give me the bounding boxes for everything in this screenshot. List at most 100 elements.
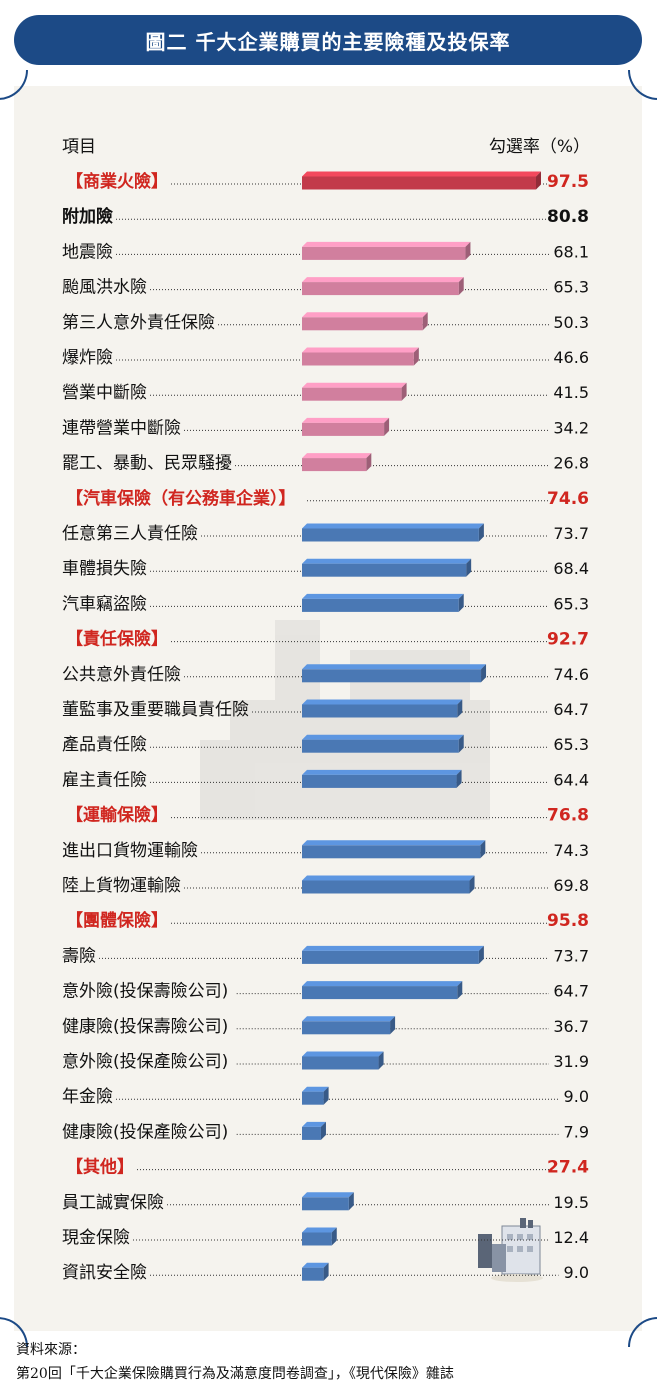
row-label: 營業中斷險 xyxy=(62,383,147,403)
bar-rows: 【商業火險】 97.5 附加險 80.8 地震險 68.1 颱風洪水險 65.3 第三人意外責任… xyxy=(62,171,589,1283)
row-label: 汽車竊盜險 xyxy=(62,594,147,614)
bar xyxy=(302,769,462,788)
bar xyxy=(302,875,475,894)
bar xyxy=(302,312,428,331)
row-label: 爆炸險 xyxy=(62,348,113,368)
title-banner: 圖二 千大企業購買的主要險種及投保率 xyxy=(14,15,642,65)
value-label: 65.3 xyxy=(553,735,589,754)
value-label: 74.3 xyxy=(553,841,589,860)
source-label: 資料來源： xyxy=(16,1342,86,1358)
bar xyxy=(302,981,463,1000)
value-label: 95.8 xyxy=(547,911,589,931)
value-label: 64.4 xyxy=(553,770,589,789)
value-label: 12.4 xyxy=(553,1228,589,1247)
row-label: 產品責任險 xyxy=(62,735,147,755)
row-label: 年金險 xyxy=(62,1087,113,1107)
bar xyxy=(302,593,464,612)
value-label: 68.4 xyxy=(553,559,589,578)
bar xyxy=(302,453,372,472)
value-label: 41.5 xyxy=(553,383,589,402)
row-label: 【運輸保險】 xyxy=(66,805,168,826)
value-label: 9.0 xyxy=(564,1087,589,1106)
value-label: 73.7 xyxy=(553,524,589,543)
bar xyxy=(302,277,464,296)
bar xyxy=(302,171,541,190)
value-label: 26.8 xyxy=(553,454,589,473)
row-label: 地震險 xyxy=(62,242,113,262)
row-label: 任意第三人責任險 xyxy=(62,524,198,544)
value-label: 92.7 xyxy=(547,630,589,650)
row-label: 第三人意外責任保險 xyxy=(62,313,215,333)
source-note: 資料來源： 第20回「千大企業保險購買行為及滿意度問卷調查」，《現代保險》雜誌 xyxy=(16,1338,454,1386)
row-label: 壽險 xyxy=(62,946,96,966)
value-label: 97.5 xyxy=(547,172,589,192)
row-label: 罷工、暴動、民眾騷擾 xyxy=(62,454,232,474)
bar xyxy=(302,1227,337,1246)
value-label: 68.1 xyxy=(553,242,589,261)
row-label: 連帶營業中斷險 xyxy=(62,418,181,438)
value-label: 31.9 xyxy=(553,1052,589,1071)
y-axis-label: 勾選率（%） xyxy=(489,137,590,157)
row-label: 健康險(投保壽險公司) xyxy=(62,1017,228,1037)
bar xyxy=(302,1192,354,1211)
value-label: 9.0 xyxy=(564,1263,589,1282)
bar xyxy=(302,347,419,366)
bar xyxy=(302,523,484,542)
row-label: 【責任保險】 xyxy=(66,629,168,650)
row-label: 車體損失險 xyxy=(62,559,147,579)
bar xyxy=(302,1086,329,1105)
row-label: 資訊安全險 xyxy=(62,1263,147,1283)
bar xyxy=(302,734,464,753)
row-label: 【團體保險】 xyxy=(66,910,168,931)
factory-icon xyxy=(478,1218,543,1282)
bar xyxy=(302,1121,326,1140)
row-label: 進出口貨物運輸險 xyxy=(62,841,198,861)
value-label: 46.6 xyxy=(553,348,589,367)
value-label: 74.6 xyxy=(547,489,589,509)
value-label: 69.8 xyxy=(553,876,589,895)
row-label: 颱風洪水險 xyxy=(62,278,147,298)
row-label: 陸上貨物運輸險 xyxy=(62,876,181,896)
row-label: 現金保險 xyxy=(62,1228,130,1248)
value-label: 64.7 xyxy=(553,982,589,1001)
row-label: 雇主責任險 xyxy=(62,770,147,790)
row-label: 【汽車保險（有公務車企業）】 xyxy=(66,488,296,509)
value-label: 19.5 xyxy=(553,1193,589,1212)
value-label: 76.8 xyxy=(547,806,589,826)
row-label: 健康險(投保產險公司) xyxy=(62,1122,228,1142)
factory-watermark xyxy=(200,620,490,820)
value-label: 65.3 xyxy=(553,278,589,297)
bar xyxy=(302,1051,384,1070)
value-label: 64.7 xyxy=(553,700,589,719)
value-label: 80.8 xyxy=(547,207,589,227)
bar xyxy=(302,699,463,718)
bar xyxy=(302,1016,396,1035)
bar xyxy=(302,840,486,859)
row-label: 【其他】 xyxy=(66,1157,134,1178)
value-label: 65.3 xyxy=(553,594,589,613)
bar xyxy=(302,664,487,683)
value-label: 36.7 xyxy=(553,1017,589,1036)
source-text: 第20回「千大企業保險購買行為及滿意度問卷調查」，《現代保險》雜誌 xyxy=(16,1366,454,1382)
value-label: 34.2 xyxy=(553,418,589,437)
row-label: 公共意外責任險 xyxy=(62,665,181,685)
chart-title: 圖二 千大企業購買的主要險種及投保率 xyxy=(145,29,511,54)
row-label: 意外險(投保壽險公司) xyxy=(62,982,228,1002)
value-label: 73.7 xyxy=(553,946,589,965)
bar xyxy=(302,241,471,260)
bar xyxy=(302,382,407,401)
bar xyxy=(302,1262,329,1281)
x-axis-label: 項目 xyxy=(62,137,96,157)
bar xyxy=(302,417,390,436)
row-label: 員工誠實保險 xyxy=(62,1193,164,1213)
row-label: 【商業火險】 xyxy=(66,171,168,192)
row-label: 意外險(投保產險公司) xyxy=(62,1052,228,1072)
value-label: 50.3 xyxy=(553,313,589,332)
row-label: 董監事及重要職員責任險 xyxy=(62,700,249,720)
value-label: 27.4 xyxy=(547,1158,589,1178)
bar xyxy=(302,558,472,577)
value-label: 74.6 xyxy=(553,665,589,684)
value-label: 7.9 xyxy=(564,1122,589,1141)
bar xyxy=(302,945,484,964)
